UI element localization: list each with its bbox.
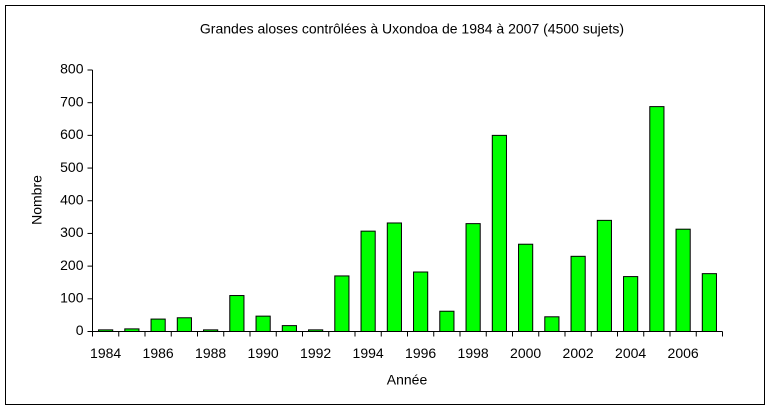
x-axis-label: Année: [387, 372, 428, 388]
bar: [649, 106, 665, 332]
x-tick-label: 1992: [300, 345, 331, 361]
x-tick-label: 1994: [353, 345, 384, 361]
bar: [150, 318, 166, 332]
bar: [623, 276, 639, 332]
chart-title: Grandes aloses contrôlées à Uxondoa de 1…: [200, 21, 624, 37]
x-tick-label: 2000: [510, 345, 541, 361]
bar: [439, 310, 455, 333]
y-tick-label: 200: [60, 257, 84, 273]
x-tick-label: 1998: [458, 345, 489, 361]
x-tick-label: 1988: [195, 345, 226, 361]
x-tick-label: 2006: [668, 345, 699, 361]
bar: [544, 316, 560, 332]
x-tick-label: 2002: [563, 345, 594, 361]
x-tick-label: 2004: [615, 345, 646, 361]
bar: [701, 273, 717, 333]
bar: [334, 275, 350, 332]
bar: [281, 325, 297, 332]
y-tick-label: 500: [60, 159, 84, 175]
y-tick-label: 400: [60, 191, 84, 207]
chart-border: [5, 5, 765, 405]
bar: [255, 315, 271, 332]
bar: [360, 230, 376, 332]
x-tick-label: 1984: [90, 345, 121, 361]
bar: [386, 222, 402, 332]
bar: [413, 271, 429, 333]
bar: [596, 219, 612, 332]
bar: [465, 223, 481, 333]
y-tick-label: 800: [60, 61, 84, 77]
y-tick-label: 0: [76, 322, 84, 338]
bar: [570, 255, 586, 333]
bar: [176, 317, 192, 332]
y-tick-label: 100: [60, 290, 84, 306]
y-tick-label: 700: [60, 93, 84, 109]
y-axis-label: Nombre: [29, 175, 45, 225]
x-tick-label: 1986: [143, 345, 174, 361]
bar: [229, 295, 245, 333]
bar: [518, 243, 534, 333]
x-tick-label: 1990: [248, 345, 279, 361]
y-tick-label: 300: [60, 224, 84, 240]
y-tick-label: 600: [60, 126, 84, 142]
x-tick-label: 1996: [405, 345, 436, 361]
bar: [675, 228, 691, 332]
bar: [491, 134, 507, 332]
